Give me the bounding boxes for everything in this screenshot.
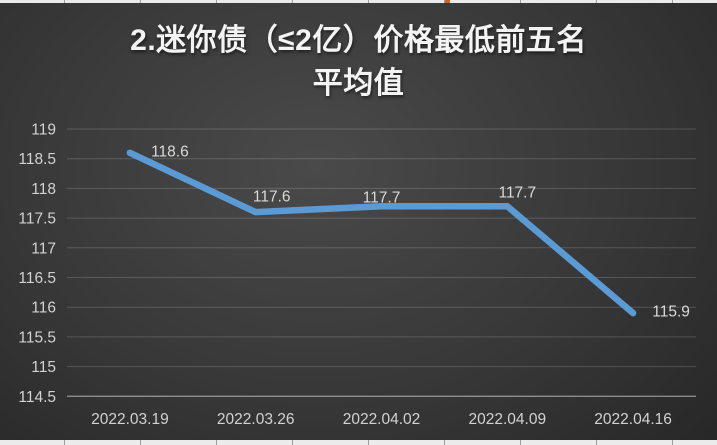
y-axis-tick-label: 115.5 xyxy=(18,329,56,346)
series-line[interactable] xyxy=(126,149,637,317)
y-axis-tick-label: 118.5 xyxy=(18,151,56,168)
chart-title-line2: 平均值 xyxy=(312,67,405,100)
y-axis-tick-label: 116 xyxy=(31,300,56,317)
x-axis-tick-label: 2022.04.02 xyxy=(343,411,421,428)
x-axis-tick-label: 2022.04.16 xyxy=(594,411,672,428)
y-axis-tick-label: 116.5 xyxy=(18,270,56,287)
data-point-label: 117.7 xyxy=(498,185,536,202)
chart-title-line1: 2.迷你债（≤2亿）价格最低前五名 xyxy=(130,24,587,57)
spreadsheet-row-top xyxy=(0,0,717,3)
chart-object[interactable] xyxy=(0,3,717,440)
data-point-label: 117.6 xyxy=(253,189,291,206)
y-axis-tick-label: 114.5 xyxy=(18,389,56,406)
data-point-label: 118.6 xyxy=(151,143,189,160)
y-axis-tick-label: 119 xyxy=(31,122,56,139)
cell-marker xyxy=(445,0,450,3)
y-axis-tick-label: 117 xyxy=(31,240,56,257)
x-axis-tick-label: 2022.04.09 xyxy=(469,411,547,428)
chart-title: 2.迷你债（≤2亿）价格最低前五名 平均值 xyxy=(0,19,717,105)
x-axis-tick-label: 2022.03.26 xyxy=(217,411,295,428)
x-axis-tick-label: 2022.03.19 xyxy=(91,411,169,428)
y-axis-tick-label: 115 xyxy=(31,359,56,376)
spreadsheet-row-bottom xyxy=(0,440,717,445)
data-point-label: 117.7 xyxy=(363,190,401,207)
y-axis-tick-label: 117.5 xyxy=(18,211,56,228)
data-point-label: 115.9 xyxy=(652,304,690,321)
y-axis-tick-label: 118 xyxy=(31,181,56,198)
